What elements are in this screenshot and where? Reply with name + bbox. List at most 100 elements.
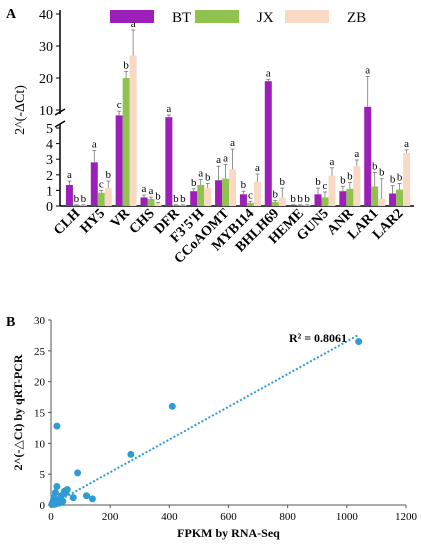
bar-zb	[79, 205, 87, 206]
bar-zb	[403, 152, 411, 206]
bar-jx	[222, 178, 230, 206]
data-point	[355, 338, 363, 346]
panel-label-b: B	[6, 315, 15, 330]
bar-zb	[229, 169, 237, 206]
significance-letter: a	[404, 138, 409, 150]
significance-letter: a	[266, 67, 271, 79]
axis-break-mark	[54, 120, 66, 128]
data-point	[83, 492, 90, 500]
significance-letter: a	[223, 153, 228, 165]
y-axis-title: 2^(-△Ct) by qRT-PCR	[11, 354, 25, 470]
category-label: CHS	[127, 206, 158, 237]
x-tick-label: 1000	[336, 511, 359, 523]
bar-jx	[97, 192, 105, 206]
bar-jx	[172, 205, 180, 206]
axis-break-mark	[54, 108, 66, 116]
y-tick-label: 20	[34, 377, 46, 389]
significance-letter: b	[173, 193, 179, 205]
y-tick-label: 1	[46, 184, 53, 199]
y-tick-label: 2	[46, 169, 53, 184]
data-point	[55, 499, 63, 507]
significance-letter: b	[390, 174, 396, 186]
data-point	[168, 402, 176, 410]
significance-letter: a	[149, 185, 154, 197]
significance-letter: a	[255, 162, 260, 174]
bar-zb	[253, 181, 261, 206]
significance-letter: b	[273, 189, 279, 201]
bar-zb	[303, 205, 311, 206]
bar-zb	[129, 55, 137, 206]
legend-swatch-zb	[285, 10, 329, 23]
significance-letter: b	[379, 167, 385, 179]
significance-letter: b	[106, 169, 112, 181]
bar-jx	[72, 205, 80, 206]
significance-letter: b	[155, 190, 161, 202]
legend-swatch-bt	[110, 10, 154, 23]
bar-jx	[296, 205, 304, 206]
bar-zb	[104, 188, 112, 206]
y-tick-label: 40	[39, 8, 53, 23]
bar-bt	[314, 194, 322, 206]
bar-bt	[239, 194, 247, 206]
y-tick-label: 0	[40, 500, 46, 512]
bar-jx	[321, 197, 329, 206]
data-point	[60, 487, 68, 495]
bar-bt	[190, 191, 198, 206]
legend-label-zb: ZB	[347, 10, 366, 26]
significance-letter: a	[354, 148, 359, 160]
x-tick-label: 800	[279, 511, 296, 523]
y-tick-label: 10	[34, 438, 46, 450]
significance-letter: b	[397, 171, 403, 183]
bar-zb	[328, 175, 336, 206]
x-tick-label: 0	[48, 511, 54, 523]
significance-letter: b	[280, 176, 286, 188]
x-tick-label: 200	[102, 511, 119, 523]
r-squared-label: R² = 0.8061	[289, 331, 347, 345]
data-point	[127, 450, 135, 458]
bar-zb	[353, 166, 361, 206]
bar-bt	[389, 193, 397, 206]
bar-zb	[179, 205, 187, 206]
data-point	[74, 469, 82, 477]
significance-letter: b	[241, 179, 247, 191]
bar-jx	[122, 78, 130, 206]
data-point	[69, 494, 77, 502]
y-tick-label: 25	[34, 346, 46, 358]
significance-letter: a	[166, 103, 171, 115]
bar-bt	[339, 191, 347, 206]
significance-letter: c	[248, 189, 253, 201]
significance-letter: b	[372, 160, 378, 172]
significance-letter: c	[99, 178, 104, 190]
legend-swatch-jx	[195, 10, 239, 23]
panel-label-a: A	[6, 7, 17, 22]
significance-letter: a	[142, 183, 147, 195]
significance-letter: b	[290, 193, 296, 205]
bar-bt	[140, 197, 148, 206]
bar-zb	[204, 188, 212, 206]
bar-jx	[246, 202, 254, 206]
y-tick-label: 15	[34, 408, 46, 420]
significance-letter: a	[365, 64, 370, 76]
bar-bt	[65, 184, 73, 206]
bar-jx	[346, 188, 354, 206]
significance-letter: b	[315, 176, 321, 188]
bar-bt	[90, 162, 98, 206]
x-tick-label: 600	[220, 511, 237, 523]
significance-letter: b	[304, 193, 310, 205]
y-tick-label: 10	[39, 104, 53, 119]
x-axis-title: FPKM by RNA-Seq	[177, 526, 280, 540]
y-tick-label: 4	[46, 138, 53, 153]
significance-letter: a	[67, 169, 72, 181]
y-tick-label: 30	[39, 40, 53, 55]
bar-bt	[264, 81, 272, 206]
x-tick-label: 1200	[395, 511, 418, 523]
bar-jx	[197, 184, 205, 206]
bar-jx	[271, 202, 279, 206]
data-point	[53, 483, 61, 490]
bar-jx	[147, 198, 155, 206]
legend-label-jx: JX	[257, 10, 274, 26]
bar-bt	[215, 180, 223, 206]
significance-letter: b	[74, 193, 80, 205]
